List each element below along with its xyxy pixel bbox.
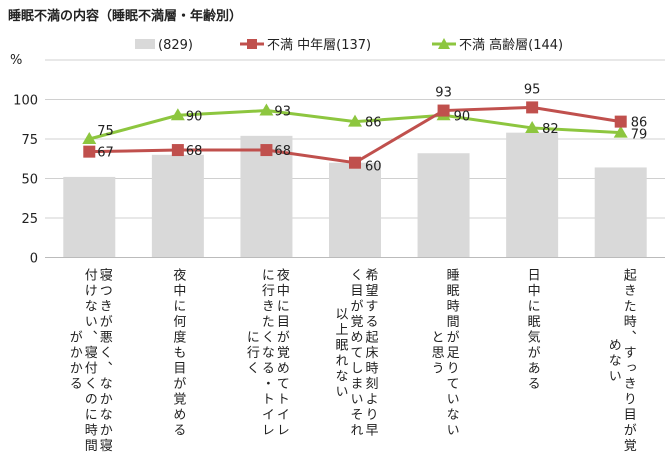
data-point-triangle [525, 120, 540, 133]
data-label: 95 [524, 82, 541, 97]
data-label: 60 [365, 160, 382, 175]
data-label: 68 [186, 144, 203, 159]
y-tick-label: 100 [13, 94, 38, 109]
data-point-square [614, 115, 627, 128]
data-label: 86 [365, 116, 382, 131]
data-point-triangle [613, 125, 628, 138]
y-tick-label: 75 [21, 133, 38, 148]
x-tick-label: 睡眠時間が足りていない と思う [429, 268, 459, 439]
x-tick-label: 日中に眠気がある [525, 268, 540, 392]
bar [329, 162, 381, 258]
x-tick-label-line: 夜中に何度も目が覚める [170, 268, 186, 439]
bar [417, 153, 470, 258]
bar [240, 135, 293, 258]
x-tick-label-line: 夜中に目が覚めてトイレ [273, 268, 289, 439]
x-tick-label: 夜中に目が覚めてトイレ に行きたくなる・トイレ に行く [244, 268, 289, 439]
x-tick-label-line: く目が覚めてしまいそれ [347, 268, 363, 439]
x-tick-label-line: めない [605, 337, 621, 385]
data-point-square [260, 144, 273, 157]
y-axis-label: % [10, 53, 22, 68]
x-tick-label-line: 寝つきが悪く、なかなか寝 [96, 268, 112, 454]
data-point-square [526, 101, 539, 114]
legend-label: (829) [158, 38, 193, 53]
bar [151, 154, 204, 258]
legend-label: 不満 高齢層(144) [459, 37, 563, 53]
x-tick-label-line: と思う [428, 330, 444, 377]
legend-marker-square [247, 39, 257, 49]
x-tick-label-line: に行く [243, 330, 259, 377]
x-tick-label: 希望する起床時刻より早 く目が覚めてしまいそれ 以上眠れない [333, 268, 378, 439]
data-label: 90 [186, 109, 203, 124]
data-label: 79 [631, 128, 648, 143]
x-tick-label-line: 睡眠時間が足りていない [443, 268, 459, 439]
bar [506, 132, 559, 258]
data-label: 86 [631, 116, 648, 131]
x-tick-label: 寝つきが悪く、なかなか寝 付けない、寝付くのに時間 がかかる [67, 268, 112, 454]
x-tick-label-line: 付けない、寝付くのに時間 [81, 268, 97, 454]
data-label: 93 [274, 105, 291, 120]
data-label: 67 [97, 146, 114, 161]
data-point-triangle [170, 108, 185, 121]
data-point-square [83, 145, 96, 158]
bar [594, 167, 647, 258]
x-tick-label-line: に行きたくなる・トイレ [258, 268, 274, 439]
data-point-square [437, 104, 450, 117]
data-point-square [349, 156, 361, 169]
y-tick-label: 0 [30, 252, 38, 267]
y-tick-label: 25 [21, 212, 38, 227]
x-tick-label-line: 希望する起床時刻より早 [362, 268, 378, 439]
data-label: 90 [454, 109, 471, 124]
data-label: 75 [97, 124, 114, 139]
x-tick-label: 夜中に何度も目が覚める [170, 268, 185, 439]
x-tick-label-line: 以上眠れない [332, 306, 348, 400]
data-point-triangle [348, 114, 362, 127]
legend-label: 不満 中年層(137) [267, 38, 371, 53]
data-point-triangle [259, 103, 274, 116]
data-label: 82 [542, 122, 559, 137]
data-point-square [171, 144, 184, 157]
x-tick-label-line: 日中に眠気がある [524, 268, 540, 392]
legend-marker-triangle [438, 38, 450, 49]
bar [63, 176, 116, 258]
legend-swatch-bar [135, 39, 155, 49]
data-label: 93 [435, 86, 452, 101]
x-tick-label-line: 起きた時、すっきり目が覚 [620, 268, 636, 454]
y-tick-label: 50 [21, 173, 38, 188]
x-tick-label: 起きた時、すっきり目が覚 めない [606, 268, 636, 454]
x-tick-label-line: がかかる [66, 330, 82, 392]
chart-title: 睡眠不満の内容（睡眠不満層・年齢別） [8, 8, 242, 24]
data-label: 68 [274, 144, 291, 159]
data-point-triangle [82, 132, 97, 144]
